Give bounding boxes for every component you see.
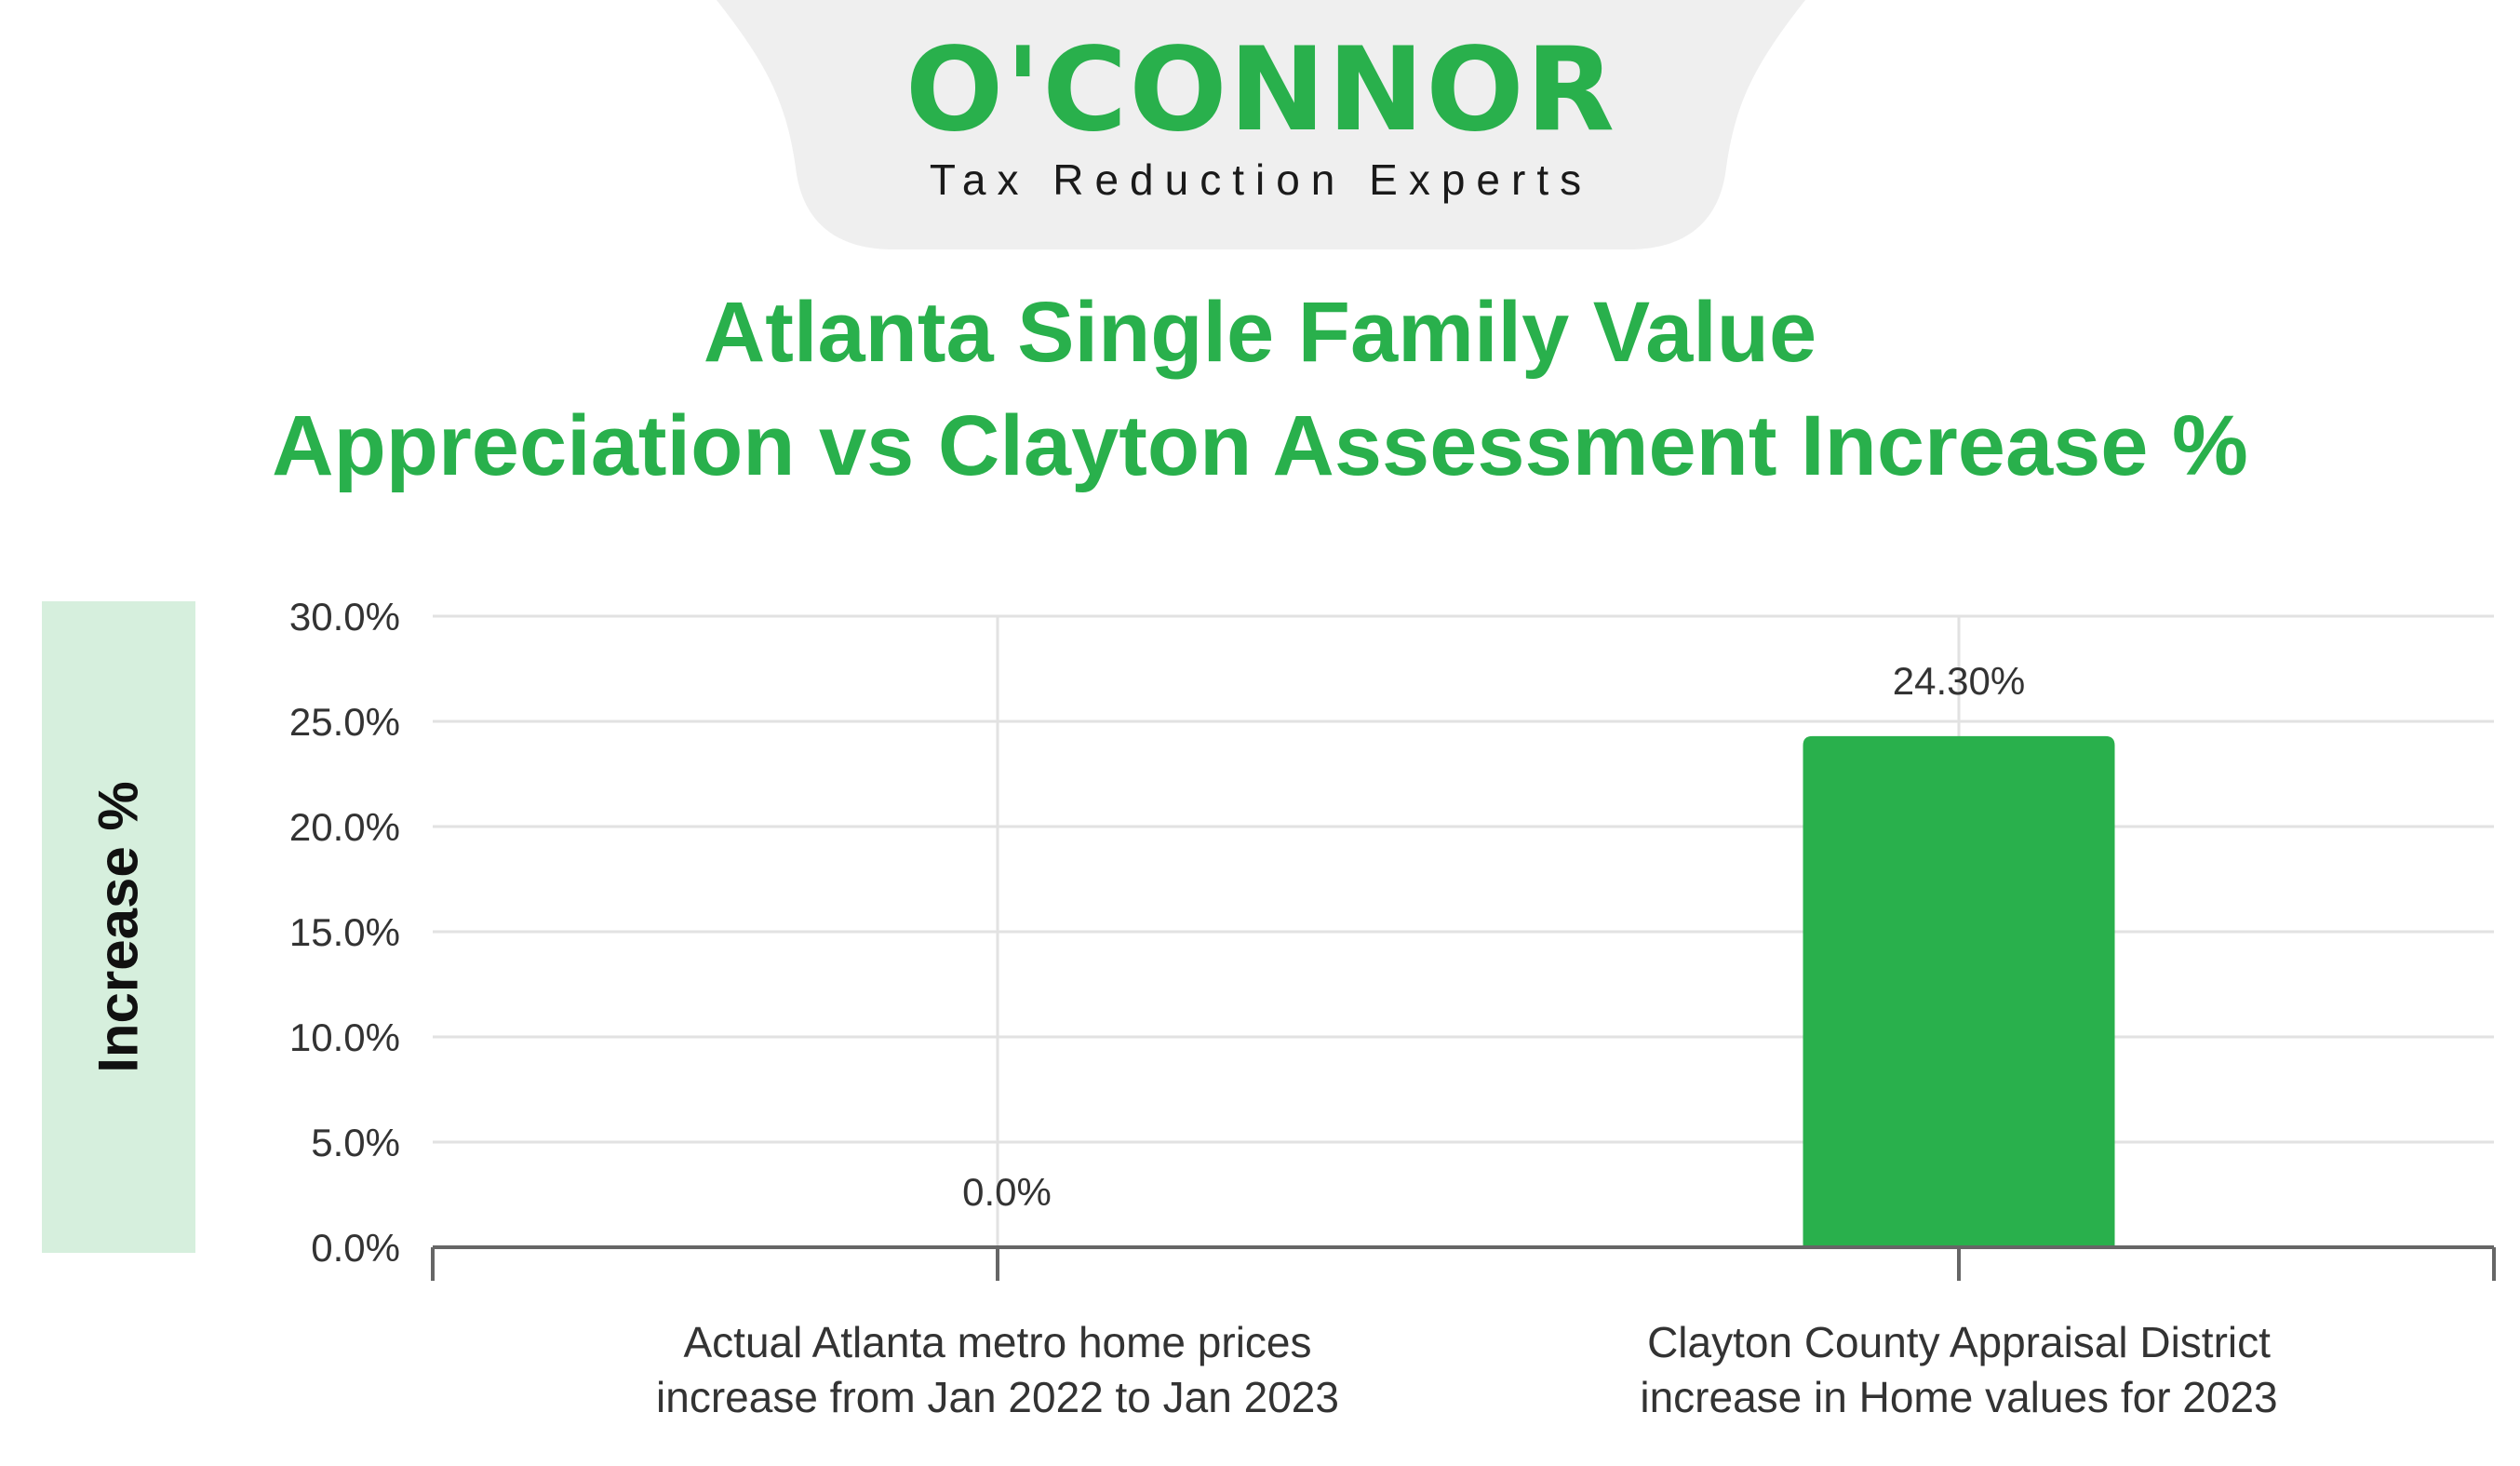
y-tick-label: 20.0% (289, 805, 400, 849)
x-tick-label: increase from Jan 2022 to Jan 2023 (656, 1373, 1339, 1421)
logo-backdrop (717, 0, 1805, 249)
chart-title-line-2: Appreciation vs Clayton Assessment Incre… (272, 398, 2248, 493)
y-tick-label: 30.0% (289, 595, 400, 639)
y-tick-label: 10.0% (289, 1015, 400, 1059)
logo-tagline: Tax Reduction Experts (929, 155, 1593, 204)
x-tick-label: Clayton County Appraisal District (1647, 1318, 2271, 1366)
y-axis-label-panel (42, 601, 195, 1253)
data-label: 0.0% (962, 1170, 1052, 1214)
x-tick-label: increase in Home values for 2023 (1640, 1373, 2277, 1421)
bar (1803, 735, 2115, 1247)
y-tick-label: 15.0% (289, 910, 400, 954)
y-tick-label: 25.0% (289, 700, 400, 744)
chart-title-line-1: Atlanta Single Family Value (703, 285, 1817, 380)
y-tick-label: 5.0% (311, 1121, 400, 1164)
data-label: 24.30% (1893, 659, 2025, 703)
y-tick-label: 0.0% (311, 1226, 400, 1270)
logo-wordmark: O'CONNOR (905, 23, 1617, 157)
x-tick-label: Actual Atlanta metro home prices (684, 1318, 1312, 1366)
